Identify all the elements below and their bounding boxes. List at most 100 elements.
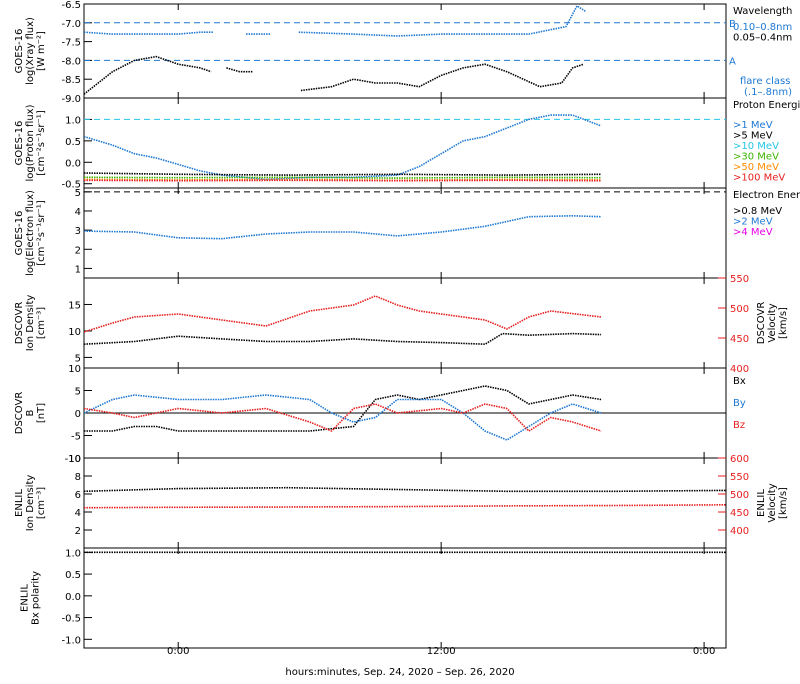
y-label-line: [cm⁻²s⁻¹sr⁻¹]: [36, 200, 47, 266]
y-tick-label: -9.0: [61, 94, 81, 105]
series-line: [84, 296, 601, 332]
y-tick-label: 4: [75, 508, 81, 519]
y-tick-label: -7.5: [61, 38, 81, 49]
legend-title: Wavelength: [733, 6, 792, 17]
y-tick-label: 0.5: [65, 137, 81, 148]
y-tick-label: 15: [68, 300, 81, 311]
y-tick-label: 0.0: [65, 592, 81, 603]
legend-entry: >50 MeV: [733, 162, 779, 173]
y-label-line: GOES-16: [14, 121, 25, 166]
series-group: [84, 296, 601, 344]
right-label-line: Velocity: [767, 483, 778, 522]
series-line: [226, 68, 252, 72]
y-tick-label: -6.5: [61, 0, 81, 11]
y-tick-label: 10: [68, 327, 81, 338]
y-label-line: DSCOVR: [14, 302, 25, 345]
series-line: [84, 488, 726, 492]
series-line: [84, 115, 601, 179]
right-label-line: Velocity: [767, 303, 778, 342]
y-label-line: ENLIL: [20, 584, 31, 612]
y-label-line: Ion Density: [25, 475, 36, 532]
y-tick-label: 5: [75, 353, 81, 364]
series-line: [301, 64, 584, 90]
right-tick-label: 400: [730, 364, 749, 375]
y-label-line: [cm⁻²s⁻¹sr⁻¹]: [36, 110, 47, 176]
series-line: [84, 395, 601, 440]
y-tick-label: 8: [75, 472, 81, 483]
y-tick-label: -1.0: [61, 635, 81, 646]
y-label-line: [cm⁻³]: [36, 487, 47, 519]
y-label-line: Ion Density: [25, 295, 36, 352]
y-label-line: log(Xray flux): [25, 17, 36, 85]
y-tick-label: 1.0: [65, 548, 81, 559]
y-tick-label: 1: [75, 264, 81, 275]
legend-entry: 0.10–0.8nm: [733, 22, 792, 33]
legend-entry: >0.8 MeV: [733, 206, 782, 217]
y-tick-label: -8.0: [61, 56, 81, 67]
legend-entry: >30 MeV: [733, 152, 779, 163]
right-tick-label: 450: [730, 508, 749, 519]
series-line: [84, 505, 726, 508]
y-tick-label: 10: [68, 364, 81, 375]
y-label-line: ENLIL: [14, 489, 25, 517]
right-tick-label: 550: [730, 274, 749, 285]
right-label-line: ENLIL: [756, 489, 767, 517]
y-tick-label: -8.5: [61, 75, 81, 86]
x-axis-label: hours:minutes, Sep. 24, 2020 – Sep. 26, …: [285, 667, 514, 678]
series-group: [84, 488, 726, 508]
right-tick-label: 400: [730, 526, 749, 537]
series-line: [84, 173, 601, 175]
series-line: [299, 6, 586, 36]
y-label-line: log(Proton flux): [25, 104, 36, 181]
y-label-line: B: [25, 409, 36, 416]
x-tick-label: 12:00: [427, 646, 456, 657]
right-tick-label: 500: [730, 490, 749, 501]
y-label-line: GOES-16: [14, 29, 25, 74]
y-tick-label: 0: [75, 409, 81, 420]
legend-entry: >10 MeV: [733, 141, 779, 152]
legend-entry: By: [733, 398, 746, 409]
series-group: [84, 6, 586, 94]
y-tick-label: 0.5: [65, 570, 81, 581]
series-line: [84, 334, 601, 345]
y-tick-label: -7.0: [61, 19, 81, 30]
y-label-line: [W m⁻²]: [36, 31, 47, 71]
legend-title: Electron Energies: [733, 190, 800, 201]
flare-class-letter: A: [729, 56, 736, 67]
x-tick-label: 0:00: [693, 646, 715, 657]
legend-entry: Bz: [733, 420, 745, 431]
x-tick-label: 0:00: [167, 646, 189, 657]
y-tick-label: 10: [68, 454, 81, 465]
series-line: [84, 177, 601, 178]
y-tick-label: 2: [75, 245, 81, 256]
right-tick-label: 550: [730, 472, 749, 483]
flare-class-range: (.1–.8nm): [744, 87, 792, 98]
y-tick-label: -0.5: [61, 614, 81, 625]
y-label-line: log(Electron flux): [25, 190, 36, 276]
legend-entry: >100 MeV: [733, 173, 785, 184]
panel-frame: [84, 188, 726, 278]
series-group: [84, 115, 601, 181]
series-group: [84, 216, 601, 239]
y-tick-label: 2: [75, 526, 81, 537]
y-tick-label: 5: [75, 387, 81, 398]
right-tick-label: 600: [730, 454, 749, 465]
panel-frame: [84, 548, 726, 648]
series-line: [84, 216, 601, 239]
y-label-line: GOES-16: [14, 211, 25, 256]
legend-entry: >4 MeV: [733, 227, 773, 238]
